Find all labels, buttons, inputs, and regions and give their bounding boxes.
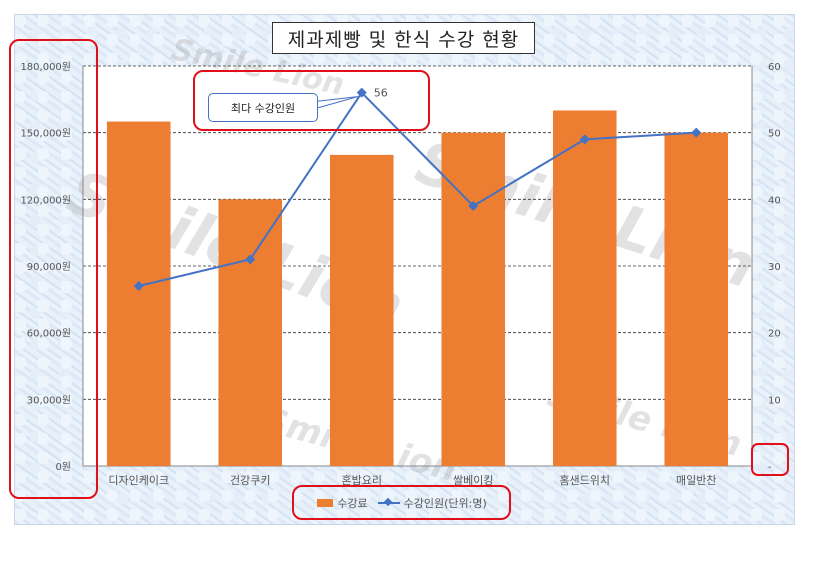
y-right-tick-label: 60: [768, 62, 781, 73]
highlight-legend: [292, 485, 511, 520]
y-left-tick-label: 90,000원: [27, 261, 71, 273]
y-left-tick-label: 60,000원: [27, 328, 71, 340]
y-right-tick-label: 10: [768, 395, 781, 406]
x-tick-label: 디자인케이크: [108, 474, 169, 487]
highlight-max-point: [193, 70, 430, 131]
x-tick-label: 매일반찬: [676, 473, 716, 487]
y-left-tick-label: 180,000원: [20, 61, 71, 73]
line-point: [245, 254, 256, 265]
legend-label-bar: 수강료: [337, 497, 368, 510]
y-left-tick-label: 120,000원: [20, 194, 71, 206]
y-right-tick-label: 40: [768, 195, 781, 206]
y-right-tick-label: -: [768, 462, 772, 473]
line-point: [579, 134, 590, 145]
series-line: [138, 91, 697, 287]
x-tick-label: 쌀베이킹: [453, 474, 493, 487]
data-label: 56: [374, 87, 388, 100]
highlight-right-axis-zero: [751, 443, 789, 476]
y-right-tick-label: 20: [768, 329, 781, 340]
legend-label-line: 수강인원(단위:명): [403, 497, 487, 510]
legend-item-bar: 수강료: [317, 495, 368, 511]
y-right-tick-label: 30: [768, 262, 781, 273]
bar: [218, 199, 283, 467]
line-point: [468, 201, 479, 211]
line-point: [133, 281, 144, 291]
y-right-tick-label: 50: [768, 129, 781, 140]
y-left-tick-label: 0원: [55, 461, 71, 473]
line-point: [691, 127, 702, 138]
bar: [664, 132, 729, 466]
legend-swatch-line: [377, 499, 400, 507]
legend-item-line: 수강인원(단위:명): [377, 495, 487, 511]
bar: [552, 110, 617, 466]
bar: [329, 154, 394, 466]
annotation-callout: 최다 수강인원: [208, 93, 318, 122]
x-tick-label: 건강쿠키: [230, 474, 270, 487]
y-left-tick-label: 150,000원: [20, 128, 71, 140]
x-tick-label: 혼밥요리: [342, 474, 382, 487]
legend: 수강료 수강인원(단위:명): [302, 492, 502, 514]
chart-title: 제과제빵 및 한식 수강 현황: [272, 22, 535, 54]
highlight-left-axis: [9, 39, 98, 499]
legend-swatch-bar: [317, 499, 334, 507]
line-point: [356, 87, 367, 98]
bar: [106, 121, 171, 467]
bar: [441, 132, 506, 466]
y-left-tick-label: 30,000원: [27, 394, 71, 406]
x-tick-label: 홈샌드위치: [559, 473, 610, 487]
